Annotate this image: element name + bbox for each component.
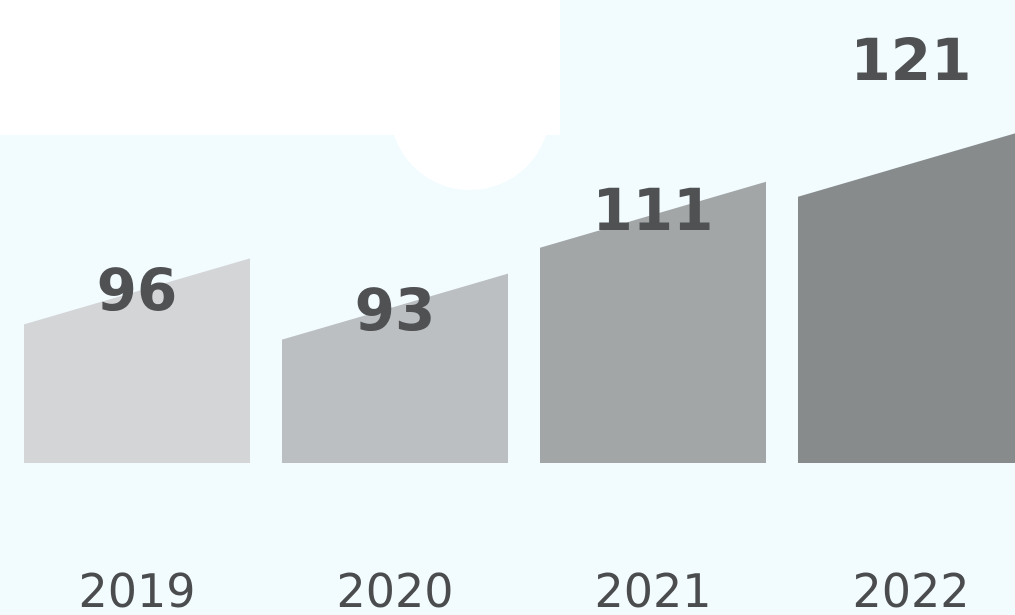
bar-2022 (798, 133, 1015, 463)
bar-2020 (282, 273, 508, 463)
category-label-2020: 2020 (336, 564, 453, 615)
category-labels: 2019 2020 2021 2022 (78, 564, 969, 615)
cloud-decoration (0, 0, 560, 190)
value-labels: 96 93 111 121 (97, 26, 972, 344)
bar-2019 (24, 258, 250, 463)
bar-2021 (540, 181, 766, 464)
category-label-2022: 2022 (852, 564, 969, 615)
category-label-2019: 2019 (78, 564, 195, 615)
value-label-2021: 111 (592, 176, 713, 244)
category-label-2021: 2021 (594, 564, 711, 615)
bar-series (24, 133, 1015, 464)
value-label-2020: 93 (355, 276, 436, 344)
value-label-2022: 121 (850, 26, 971, 94)
value-label-2019: 96 (97, 256, 178, 324)
